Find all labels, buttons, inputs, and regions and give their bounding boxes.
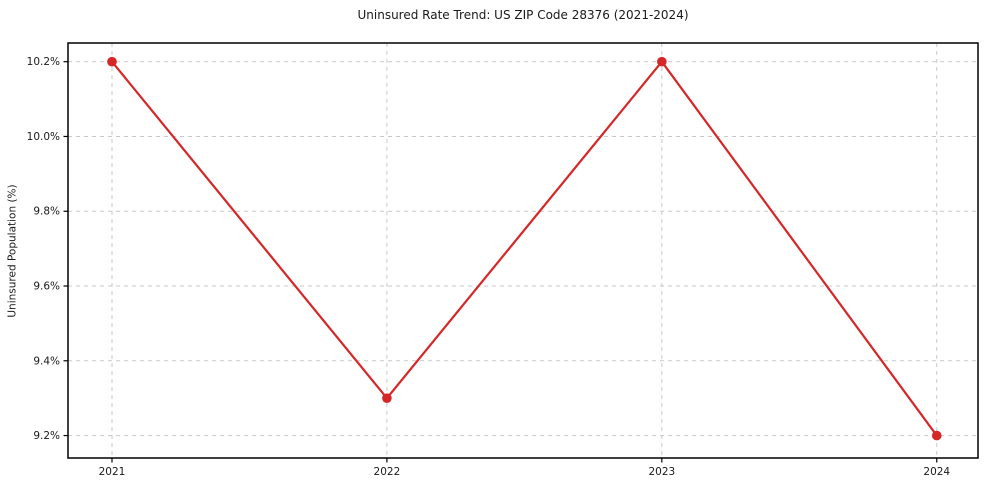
y-tick-label: 9.8% (33, 206, 60, 218)
y-tick-label: 9.2% (33, 430, 60, 442)
data-point-marker (107, 56, 117, 67)
x-tick-label: 2023 (648, 466, 675, 478)
x-tick-label: 2021 (99, 466, 126, 478)
x-tick-label: 2024 (923, 466, 950, 478)
y-tick-label: 9.4% (33, 355, 60, 367)
y-tick-label: 10.2% (27, 56, 60, 68)
grid-lines (68, 43, 978, 458)
axis-ticks: 9.2% 9.4% 9.6% 9.8% 10.0% 10.2% 2021 2022 2023 20… (27, 56, 951, 478)
data-point-markers (107, 56, 942, 441)
chart-title: Uninsured Rate Trend: US ZIP Code 28376 … (357, 8, 689, 22)
data-point-marker (931, 430, 942, 441)
plot-border (67, 42, 979, 459)
y-tick-label: 10.0% (27, 131, 60, 143)
y-tick-label: 9.6% (33, 281, 60, 293)
data-point-marker (382, 393, 392, 403)
data-point-marker (657, 56, 667, 67)
trend-line (110, 60, 938, 437)
x-tick-label: 2022 (374, 466, 401, 478)
